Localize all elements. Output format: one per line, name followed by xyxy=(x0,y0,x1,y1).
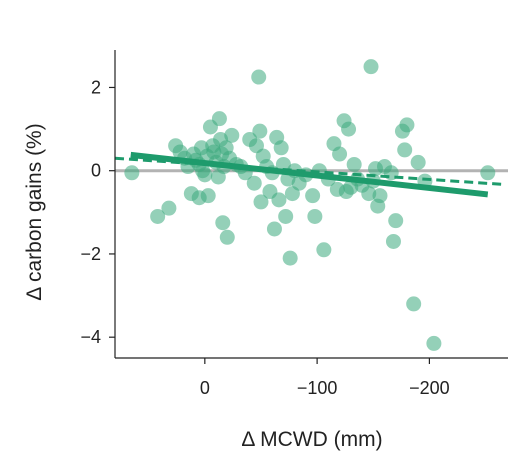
data-point xyxy=(246,175,262,191)
y-tick-label: 2 xyxy=(91,77,101,97)
x-tick-label: −200 xyxy=(409,378,450,398)
data-point xyxy=(278,208,294,224)
data-point xyxy=(271,192,287,208)
y-tick-label: −2 xyxy=(80,244,101,264)
data-point xyxy=(275,156,291,172)
data-point xyxy=(316,242,332,258)
data-point xyxy=(282,250,298,266)
x-axis-title: Δ MCWD (mm) xyxy=(241,428,382,451)
data-point xyxy=(200,188,216,204)
data-point xyxy=(150,208,166,224)
data-point xyxy=(426,335,442,351)
data-point xyxy=(266,221,282,237)
data-point xyxy=(410,154,426,170)
data-point xyxy=(211,111,227,127)
data-point xyxy=(406,296,422,312)
x-tick-label: −100 xyxy=(297,378,338,398)
data-point xyxy=(372,188,388,204)
data-point xyxy=(224,127,240,143)
fit-layer xyxy=(114,151,504,198)
data-point xyxy=(346,156,362,172)
data-point xyxy=(305,188,321,204)
data-point xyxy=(215,215,231,231)
data-point xyxy=(332,146,348,162)
data-point xyxy=(273,140,289,156)
data-point xyxy=(385,233,401,249)
data-point xyxy=(253,194,269,210)
solid-trend-line xyxy=(130,151,489,198)
data-point xyxy=(361,186,377,202)
data-point xyxy=(124,165,140,181)
points-layer xyxy=(124,59,496,351)
data-point xyxy=(480,165,496,181)
data-point xyxy=(388,213,404,229)
data-point xyxy=(251,69,267,85)
data-point xyxy=(197,167,213,183)
axes-layer: 2 0 −2 −4 0 −100 −200 xyxy=(80,50,508,398)
data-point xyxy=(341,121,357,137)
y-tick-label: −4 xyxy=(80,327,101,347)
data-point xyxy=(219,229,235,245)
data-point xyxy=(161,200,177,216)
data-point xyxy=(307,208,323,224)
data-point xyxy=(399,117,415,133)
y-axis-title: Δ carbon gains (%) xyxy=(23,123,46,300)
data-point xyxy=(363,59,379,75)
x-tick-label: 0 xyxy=(200,378,210,398)
data-point xyxy=(397,142,413,158)
data-point xyxy=(252,123,268,139)
y-tick-label: 0 xyxy=(91,161,101,181)
